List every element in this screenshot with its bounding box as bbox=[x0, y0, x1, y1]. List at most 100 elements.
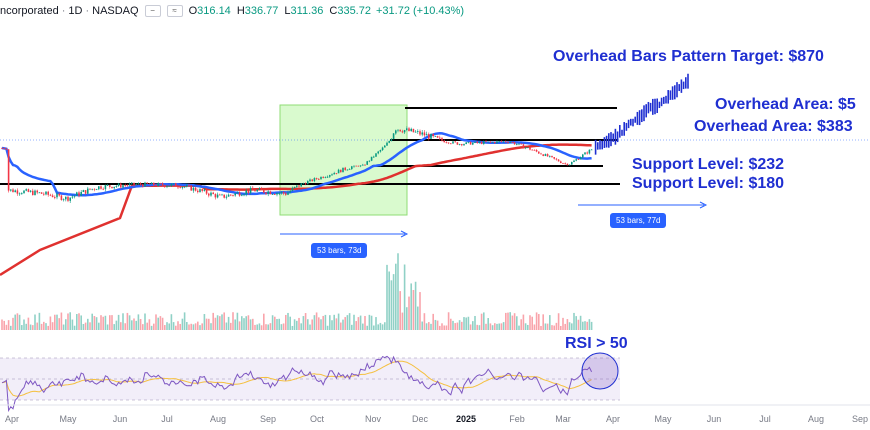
candle-body bbox=[326, 176, 329, 178]
volume-bar bbox=[386, 264, 388, 330]
month-label: Jun bbox=[707, 414, 722, 424]
interval-label: 1D bbox=[68, 5, 83, 17]
volume-bar bbox=[106, 324, 109, 330]
volume-bar bbox=[304, 313, 307, 330]
volume-bar bbox=[56, 314, 58, 330]
candle-body bbox=[56, 193, 58, 198]
candle-body bbox=[401, 131, 404, 133]
volume-bar bbox=[58, 318, 60, 330]
volume-bar bbox=[71, 319, 74, 330]
candle-body bbox=[45, 191, 47, 195]
candle-body bbox=[489, 141, 492, 143]
candle-body bbox=[447, 142, 450, 144]
volume-bar bbox=[21, 325, 23, 330]
volume-bar bbox=[509, 312, 511, 330]
volume-bar bbox=[588, 319, 591, 330]
bars-count-badge-2[interactable]: 53 bars, 77d bbox=[610, 213, 667, 228]
candle-body bbox=[476, 141, 478, 143]
volume-bar bbox=[518, 325, 520, 330]
candle-body bbox=[333, 173, 335, 175]
volume-bar bbox=[535, 312, 538, 330]
volume-bar bbox=[3, 320, 5, 330]
wave-icon[interactable]: ≈ bbox=[166, 5, 183, 17]
candle-body bbox=[238, 192, 241, 196]
candle-body bbox=[1, 148, 3, 149]
volume-bar bbox=[450, 318, 452, 330]
candle-body bbox=[465, 142, 467, 145]
volume-bar bbox=[144, 313, 146, 330]
volume-bar bbox=[362, 323, 364, 330]
volume-bar bbox=[12, 317, 14, 330]
volume-bar bbox=[575, 316, 577, 330]
bars-count-badge-1[interactable]: 53 bars, 73d bbox=[311, 243, 368, 258]
candle-body bbox=[443, 140, 445, 143]
volume-bar bbox=[247, 315, 250, 330]
volume-bar bbox=[531, 316, 533, 330]
candle-body bbox=[392, 133, 395, 140]
candle-body bbox=[282, 191, 285, 194]
candle-body bbox=[104, 185, 107, 190]
candle-body bbox=[271, 194, 274, 195]
volume-bar bbox=[210, 323, 212, 330]
volume-bar bbox=[113, 324, 115, 330]
candle-body bbox=[403, 130, 406, 133]
candle-body bbox=[223, 194, 225, 198]
volume-bar bbox=[43, 321, 45, 330]
target-annotation: Overhead Bars Pattern Target: $870 bbox=[553, 48, 824, 65]
candle-body bbox=[117, 183, 120, 186]
volume-bar bbox=[403, 264, 406, 330]
volume-bar bbox=[483, 312, 485, 330]
volume-bar bbox=[265, 324, 267, 330]
volume-bar bbox=[14, 314, 16, 330]
candle-body bbox=[194, 187, 197, 191]
candle-body bbox=[115, 185, 118, 187]
candle-body bbox=[291, 187, 294, 191]
candle-body bbox=[441, 138, 443, 141]
candle-body bbox=[153, 182, 155, 186]
candle-body bbox=[122, 185, 124, 188]
minus-icon[interactable]: − bbox=[144, 5, 161, 17]
candle-body bbox=[241, 195, 243, 197]
volume-bar bbox=[348, 313, 351, 330]
candle-body bbox=[80, 191, 82, 196]
candle-body bbox=[520, 143, 522, 145]
symbol-name: ncorporated bbox=[0, 5, 59, 17]
volume-bar bbox=[298, 317, 300, 330]
volume-bar bbox=[38, 312, 41, 330]
volume-bar bbox=[406, 307, 408, 330]
candle-body bbox=[579, 157, 582, 160]
candle-body bbox=[197, 190, 199, 193]
candle-body bbox=[311, 179, 313, 182]
candle-body bbox=[146, 182, 148, 184]
volume-bar bbox=[557, 313, 560, 330]
volume-bar bbox=[82, 323, 85, 330]
candle-body bbox=[452, 141, 454, 144]
volume-bar bbox=[1, 319, 3, 330]
candle-body bbox=[474, 141, 476, 143]
volume-bar bbox=[320, 319, 322, 330]
candle-body bbox=[232, 195, 234, 196]
volume-bar bbox=[496, 323, 498, 330]
volume-bar bbox=[447, 312, 450, 330]
candle-body bbox=[529, 147, 531, 150]
volume-bar bbox=[458, 320, 461, 330]
candle-body bbox=[524, 147, 527, 149]
volume-bar bbox=[216, 315, 219, 330]
volume-bar bbox=[564, 323, 566, 330]
candle-body bbox=[472, 142, 474, 145]
candle-body bbox=[62, 199, 65, 201]
volume-bar bbox=[172, 322, 175, 330]
volume-bar bbox=[590, 321, 593, 330]
volume-bar bbox=[533, 324, 536, 330]
candle-body bbox=[518, 143, 520, 145]
candle-body bbox=[124, 185, 126, 186]
volume-bar bbox=[34, 314, 36, 330]
candle-body bbox=[179, 187, 181, 188]
volume-bar bbox=[276, 319, 278, 330]
volume-bar bbox=[124, 323, 126, 330]
candle-body bbox=[25, 189, 27, 191]
candle-body bbox=[575, 159, 577, 161]
candle-body bbox=[137, 183, 140, 185]
